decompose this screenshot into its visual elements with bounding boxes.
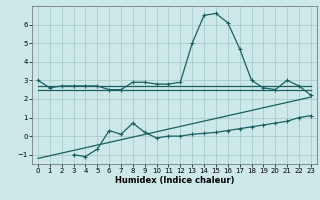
X-axis label: Humidex (Indice chaleur): Humidex (Indice chaleur) bbox=[115, 176, 234, 185]
